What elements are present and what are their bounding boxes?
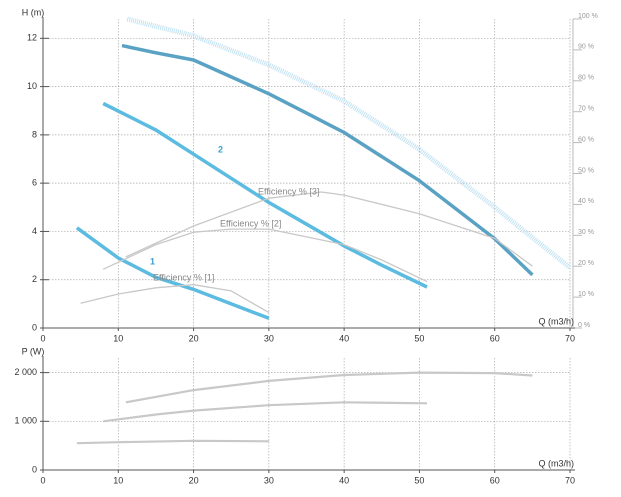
- y-tick-label: 10: [27, 81, 37, 91]
- x-tick-label: 30: [264, 333, 274, 343]
- curve: [125, 371, 533, 404]
- y2-tick-label: 100 %: [578, 13, 598, 20]
- curve: [125, 191, 533, 267]
- x-tick-label: 20: [189, 475, 199, 485]
- y-axis-label: H (m): [22, 7, 45, 17]
- curve: [80, 284, 270, 314]
- curve-label: 1: [150, 256, 155, 266]
- y-tick-label: 4: [32, 226, 37, 236]
- y2-tick-label: 90 %: [578, 44, 594, 51]
- x-tick-label: 70: [565, 475, 575, 485]
- y2-tick-label: 60 %: [578, 136, 594, 143]
- x-tick-label: 30: [264, 475, 274, 485]
- x-tick-label: 60: [490, 333, 500, 343]
- y-tick-label: 12: [27, 33, 37, 43]
- y-tick-label: 8: [32, 129, 37, 139]
- curve: [102, 228, 428, 283]
- x-tick-label: 50: [414, 475, 424, 485]
- x-tick-label: 60: [490, 475, 500, 485]
- x-tick-label: 40: [339, 475, 349, 485]
- x-axis-label: Q (m3/h): [538, 316, 574, 326]
- curve: [102, 101, 428, 289]
- y2-tick-label: 0 %: [578, 322, 590, 329]
- y2-tick-label: 10 %: [578, 291, 594, 298]
- curve: [75, 226, 270, 320]
- curve: [121, 43, 534, 277]
- x-tick-label: 20: [189, 333, 199, 343]
- curve: [126, 16, 572, 270]
- y2-tick-label: 40 %: [578, 198, 594, 205]
- y-tick-label: 0: [32, 464, 37, 474]
- x-tick-label: 0: [40, 475, 45, 485]
- y-tick-label: 0: [32, 322, 37, 332]
- curve: [103, 401, 428, 423]
- y-tick-label: 6: [32, 178, 37, 188]
- curve-label: Efficiency % [1]: [153, 272, 214, 282]
- y-tick-label: 2 000: [14, 367, 37, 377]
- y-tick-label: 2: [32, 274, 37, 284]
- y2-tick-label: 70 %: [578, 106, 594, 113]
- x-tick-label: 40: [339, 333, 349, 343]
- y2-tick-label: 30 %: [578, 229, 594, 236]
- y2-tick-label: 80 %: [578, 75, 594, 82]
- y-axis-label: P (W): [22, 346, 45, 356]
- x-tick-label: 0: [40, 333, 45, 343]
- curve-label: Efficiency % [3]: [258, 186, 319, 196]
- x-tick-label: 10: [113, 475, 123, 485]
- x-tick-label: 50: [414, 333, 424, 343]
- curve: [76, 439, 269, 445]
- y-tick-label: 1 000: [14, 416, 37, 426]
- curve-label: Efficiency % [2]: [220, 218, 281, 228]
- curve-label: 2: [218, 144, 223, 154]
- y2-tick-label: 20 %: [578, 260, 594, 267]
- x-axis-label: Q (m3/h): [538, 458, 574, 468]
- x-tick-label: 70: [565, 333, 575, 343]
- x-tick-label: 10: [113, 333, 123, 343]
- y2-tick-label: 50 %: [578, 167, 594, 174]
